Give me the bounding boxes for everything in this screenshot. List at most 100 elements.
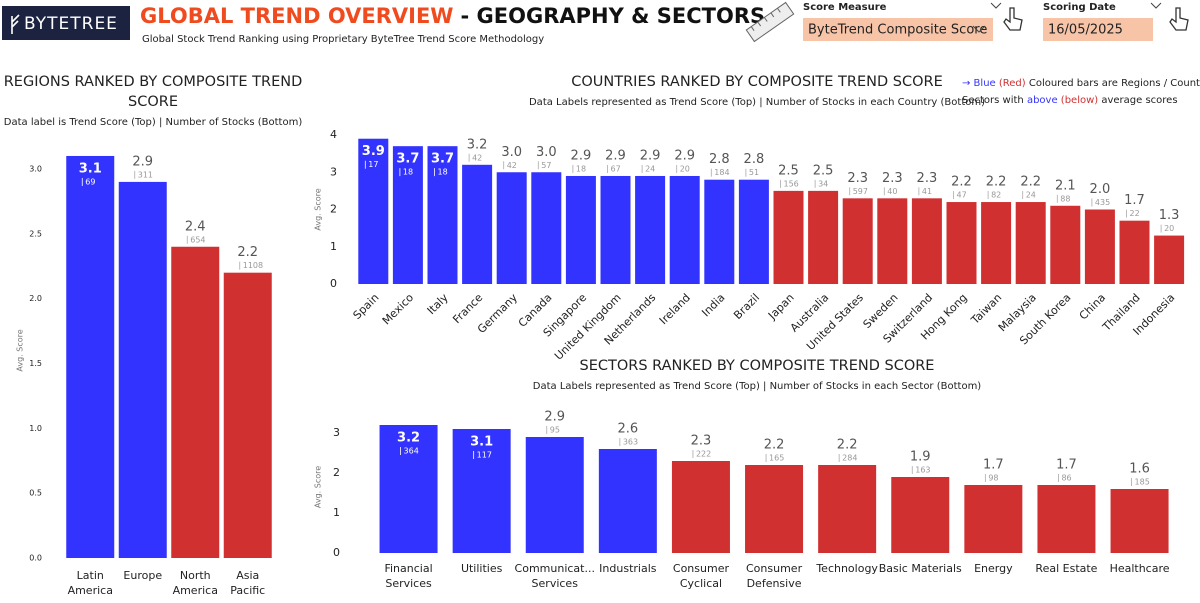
x-tick-line: America <box>173 584 218 597</box>
chart-title: REGIONS RANKED BY COMPOSITE TREND <box>4 74 303 90</box>
stock-count: 20 <box>1164 224 1174 233</box>
y-tick-label: 2.5 <box>29 229 42 238</box>
chart-title: SECTORS RANKED BY COMPOSITE TREND SCORE <box>580 358 935 374</box>
value-label: 1.9 <box>910 450 931 465</box>
value-label: 2.3 <box>691 434 712 449</box>
stock-count: 57 <box>541 161 551 170</box>
x-tick-label: Communicat... Services <box>515 562 595 590</box>
x-tick-line: Technology <box>815 562 878 575</box>
bar <box>462 164 493 284</box>
stock-count: 311 <box>138 170 153 179</box>
value-label: 2.9 <box>605 148 626 163</box>
stock-count: 22 <box>1130 209 1140 218</box>
x-tick-line: Utilities <box>461 562 503 575</box>
y-axis-label: Avg. Score <box>314 188 323 230</box>
y-axis-label: Avg. Score <box>314 466 323 508</box>
value-label: 2.0 <box>1090 182 1111 197</box>
bar <box>891 477 950 553</box>
bar <box>1050 205 1081 284</box>
chart-subtitle: Data Labels represented as Trend Score (… <box>529 97 985 108</box>
y-tick-label: 1.0 <box>29 424 42 433</box>
slicer-box[interactable] <box>803 18 993 41</box>
stock-count: 86 <box>1061 474 1071 483</box>
value-label: 3.7 <box>431 152 454 167</box>
stock-count: 165 <box>769 454 784 463</box>
bar <box>1015 202 1046 284</box>
y-tick-label: 3 <box>333 426 340 439</box>
stock-count: 18 <box>438 168 448 177</box>
value-label: 2.3 <box>847 171 868 186</box>
note-part: Coloured bars are Regions / Countries / <box>1026 78 1200 89</box>
chart-subtitle: Data label is Trend Score (Top) | Number… <box>4 117 303 128</box>
x-tick-line: Consumer <box>746 562 803 575</box>
value-label: 2.2 <box>237 245 258 260</box>
slicer-label: Scoring Date <box>1043 2 1116 13</box>
value-label: 3.1 <box>470 435 493 450</box>
logo-text: BYTETREE <box>24 14 118 34</box>
y-tick-label: 0 <box>330 277 337 290</box>
stock-count: 95 <box>550 426 560 435</box>
x-tick-label: Utilities <box>461 562 503 575</box>
stock-count: 18 <box>403 168 413 177</box>
slicer-box[interactable] <box>1043 18 1153 41</box>
value-label: 3.9 <box>362 144 385 159</box>
bar <box>496 172 527 284</box>
y-tick-label: 1 <box>333 506 340 519</box>
x-tick-line: Europe <box>123 569 162 582</box>
bar <box>118 181 167 558</box>
y-tick-label: 0 <box>333 546 340 559</box>
x-tick-line: Pacific <box>230 584 265 597</box>
y-tick-label: 2 <box>333 466 340 479</box>
x-tick-line: America <box>68 584 113 597</box>
chart-title: COUNTRIES RANKED BY COMPOSITE TREND SCOR… <box>571 74 943 90</box>
page-subtitle: Global Stock Trend Ranking using Proprie… <box>142 34 544 45</box>
x-tick-line: Energy <box>974 562 1013 575</box>
stock-count: 51 <box>749 168 759 177</box>
stock-count: 222 <box>696 450 711 459</box>
logo-icon <box>11 14 20 34</box>
y-axis-label: Avg. Score <box>16 329 25 371</box>
bar <box>818 465 877 553</box>
bar <box>981 202 1012 284</box>
x-tick-line: Healthcare <box>1110 562 1170 575</box>
x-tick-label: Industrials <box>599 562 657 575</box>
bar <box>1084 209 1115 284</box>
value-label: 3.2 <box>397 431 420 446</box>
value-label: 3.1 <box>79 161 102 176</box>
bar <box>964 485 1023 553</box>
y-tick-label: 0.0 <box>29 554 42 563</box>
stock-count: 42 <box>472 153 482 162</box>
y-tick-label: 0.5 <box>29 489 42 498</box>
value-label: 1.6 <box>1129 462 1150 477</box>
note-part: (Red) <box>996 78 1026 89</box>
bar <box>600 175 631 284</box>
stock-count: 163 <box>915 466 930 475</box>
bar <box>66 155 115 558</box>
bar <box>1037 485 1096 553</box>
x-tick-label: Europe <box>123 569 162 582</box>
stock-count: 364 <box>404 447 419 456</box>
stock-count: 17 <box>368 160 378 169</box>
value-label: 1.7 <box>1124 193 1145 208</box>
value-label: 3.0 <box>501 145 522 160</box>
bar <box>773 190 804 284</box>
slicers: Score Measure ByteTrend Composite Score Sc… <box>803 2 1162 41</box>
x-tick-line: Basic Materials <box>879 562 962 575</box>
value-label: 3.0 <box>536 145 557 160</box>
value-label: 2.1 <box>1055 178 1076 193</box>
y-tick-label: 4 <box>330 128 337 141</box>
bar <box>911 198 942 284</box>
y-tick-label: 3.0 <box>29 164 42 173</box>
stock-count: 34 <box>818 179 828 188</box>
stock-count: 40 <box>887 187 897 196</box>
x-tick-label: Consumer Defensive <box>746 562 803 590</box>
bar <box>738 179 769 284</box>
bar <box>358 138 389 284</box>
y-tick-label: 1 <box>330 240 337 253</box>
x-tick-line: Cyclical <box>680 577 722 590</box>
x-tick-line: Financial <box>384 562 432 575</box>
title-suffix: - GEOGRAPHY & SECTORS <box>461 4 766 28</box>
stock-count: 597 <box>853 187 868 196</box>
value-label: 2.2 <box>986 175 1007 190</box>
